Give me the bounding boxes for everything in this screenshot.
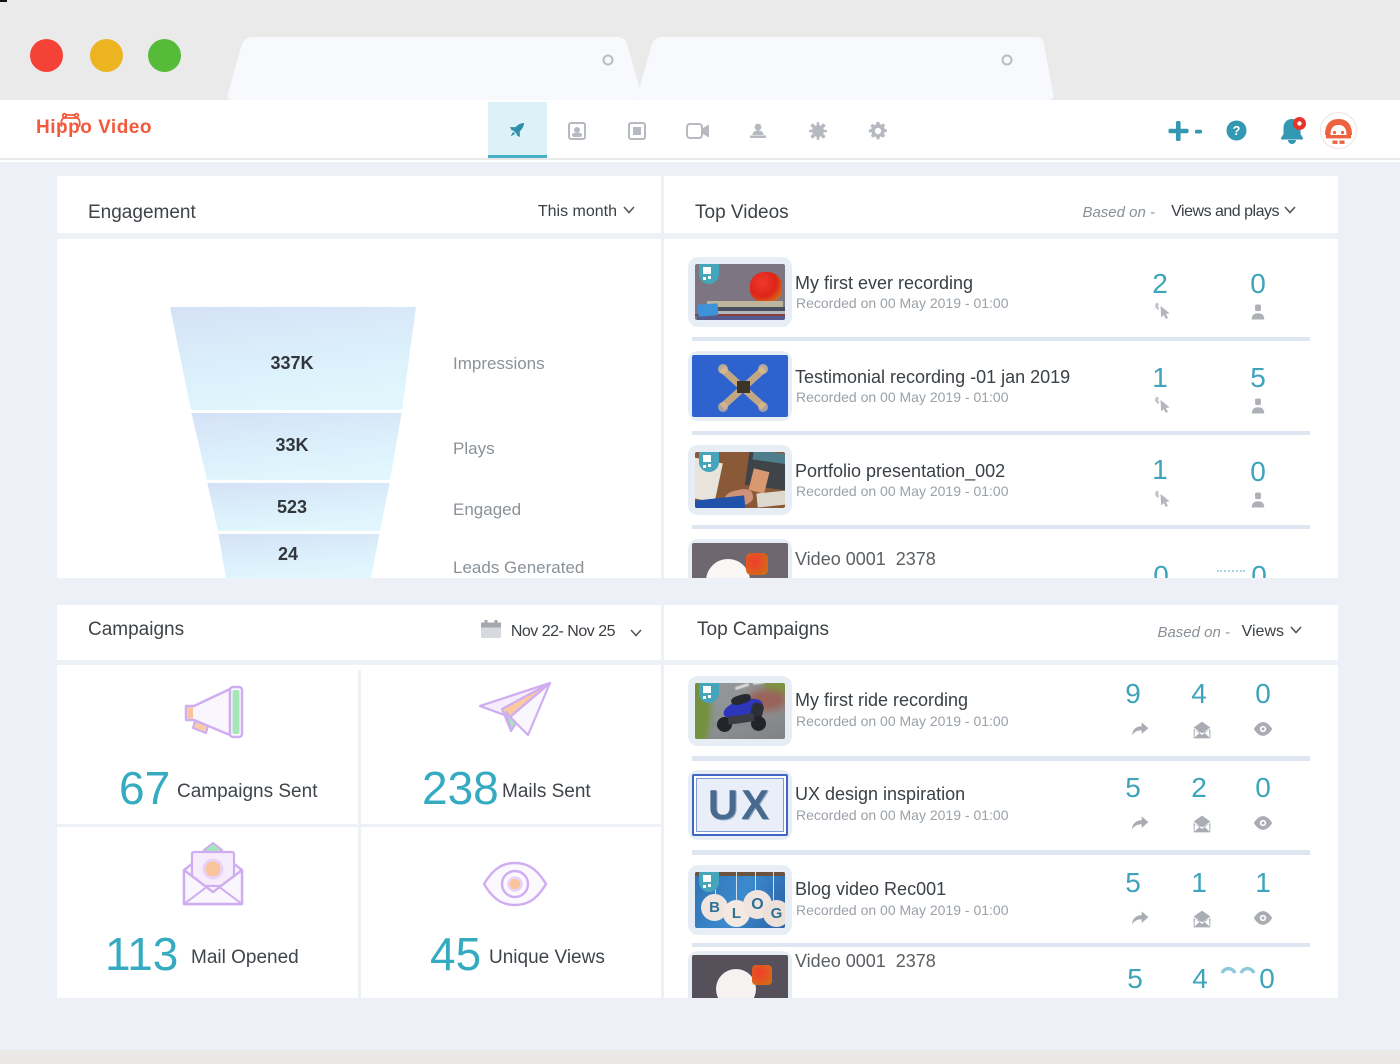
svg-text:33K: 33K — [275, 435, 308, 455]
svg-text:Leads Generated: Leads Generated — [453, 558, 584, 577]
svg-text:24: 24 — [278, 544, 298, 564]
svg-text:337K: 337K — [270, 353, 313, 373]
svg-text:?: ? — [1233, 123, 1241, 138]
svg-text:Plays: Plays — [453, 439, 495, 458]
svg-text:523: 523 — [277, 497, 307, 517]
svg-text:Impressions: Impressions — [453, 354, 545, 373]
svg-text:Engaged: Engaged — [453, 500, 521, 519]
